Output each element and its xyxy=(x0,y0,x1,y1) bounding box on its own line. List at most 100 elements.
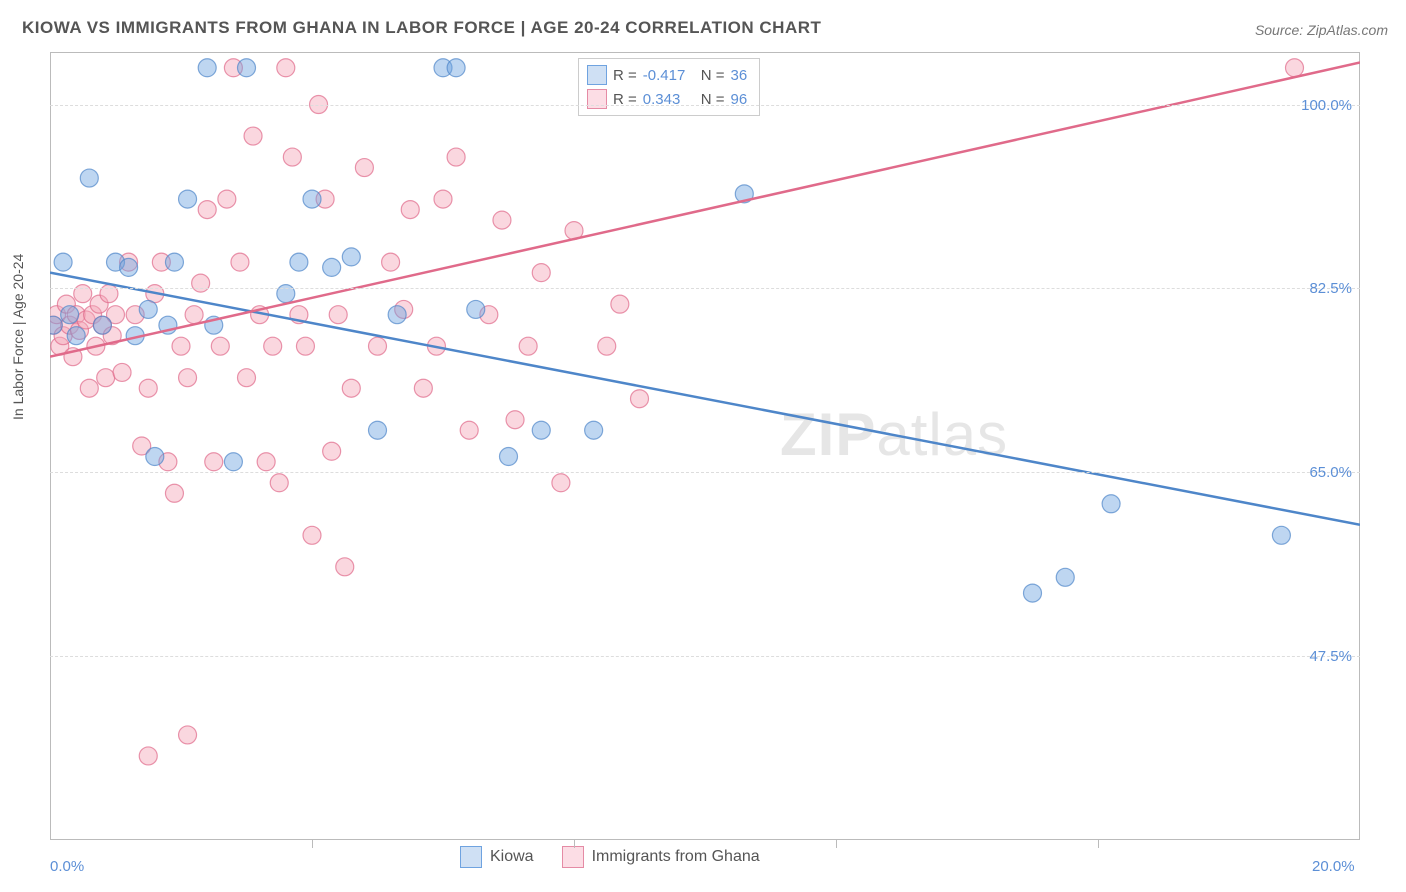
series-legend-label: Immigrants from Ghana xyxy=(592,848,760,866)
source-attribution: Source: ZipAtlas.com xyxy=(1255,22,1388,38)
chart-container: KIOWA VS IMMIGRANTS FROM GHANA IN LABOR … xyxy=(0,0,1406,892)
data-point xyxy=(192,274,210,292)
gridline xyxy=(50,105,1360,106)
data-point xyxy=(80,379,98,397)
data-point xyxy=(611,295,629,313)
data-point xyxy=(303,526,321,544)
data-point xyxy=(631,390,649,408)
y-tick-label: 47.5% xyxy=(1309,648,1352,665)
data-point xyxy=(172,337,190,355)
data-point xyxy=(211,337,229,355)
data-point xyxy=(401,201,419,219)
data-point xyxy=(205,453,223,471)
x-tick-mark xyxy=(574,840,575,848)
data-point xyxy=(382,253,400,271)
x-tick-mark xyxy=(1098,840,1099,848)
data-point xyxy=(198,201,216,219)
data-point xyxy=(100,285,118,303)
data-point xyxy=(277,59,295,77)
data-point xyxy=(1272,526,1290,544)
data-point xyxy=(598,337,616,355)
data-point xyxy=(460,421,478,439)
series-legend: Kiowa Immigrants from Ghana xyxy=(460,846,760,868)
data-point xyxy=(585,421,603,439)
data-point xyxy=(74,285,92,303)
series-legend-item: Immigrants from Ghana xyxy=(562,846,760,868)
gridline xyxy=(50,288,1360,289)
correlation-legend: R = -0.417 N = 36 R = 0.343 N = 96 xyxy=(578,58,760,116)
legend-n-label: N = xyxy=(701,67,725,84)
data-point xyxy=(447,59,465,77)
x-tick-mark xyxy=(312,840,313,848)
data-point xyxy=(244,127,262,145)
series-legend-item: Kiowa xyxy=(460,846,534,868)
data-point xyxy=(238,369,256,387)
x-tick-label: 0.0% xyxy=(50,858,84,875)
chart-title: KIOWA VS IMMIGRANTS FROM GHANA IN LABOR … xyxy=(22,18,821,38)
data-point xyxy=(165,484,183,502)
data-point xyxy=(532,264,550,282)
x-tick-mark xyxy=(836,840,837,848)
legend-swatch xyxy=(562,846,584,868)
data-point xyxy=(139,747,157,765)
data-point xyxy=(296,337,314,355)
data-point xyxy=(1056,568,1074,586)
data-point xyxy=(519,337,537,355)
data-point xyxy=(257,453,275,471)
data-point xyxy=(97,369,115,387)
scatter-plot-svg xyxy=(50,52,1360,840)
data-point xyxy=(323,442,341,460)
data-point xyxy=(264,337,282,355)
data-point xyxy=(231,253,249,271)
data-point xyxy=(80,169,98,187)
data-point xyxy=(93,316,111,334)
data-point xyxy=(532,421,550,439)
legend-swatch xyxy=(587,89,607,109)
data-point xyxy=(165,253,183,271)
data-point xyxy=(179,726,197,744)
data-point xyxy=(336,558,354,576)
data-point xyxy=(61,306,79,324)
data-point xyxy=(139,379,157,397)
data-point xyxy=(1102,495,1120,513)
data-point xyxy=(303,190,321,208)
data-point xyxy=(277,285,295,303)
data-point xyxy=(179,369,197,387)
data-point xyxy=(342,248,360,266)
data-point xyxy=(414,379,432,397)
data-point xyxy=(552,474,570,492)
data-point xyxy=(113,363,131,381)
data-point xyxy=(50,316,62,334)
data-point xyxy=(447,148,465,166)
data-point xyxy=(185,306,203,324)
legend-n-value: 36 xyxy=(731,67,748,84)
data-point xyxy=(290,253,308,271)
data-point xyxy=(283,148,301,166)
data-point xyxy=(120,258,138,276)
data-point xyxy=(323,258,341,276)
legend-r-label: R = xyxy=(613,67,637,84)
legend-row: R = 0.343 N = 96 xyxy=(587,87,747,111)
data-point xyxy=(369,421,387,439)
x-tick-label: 20.0% xyxy=(1312,858,1355,875)
data-point xyxy=(467,300,485,318)
legend-swatch xyxy=(460,846,482,868)
y-tick-label: 65.0% xyxy=(1309,464,1352,481)
data-point xyxy=(54,253,72,271)
data-point xyxy=(179,190,197,208)
data-point xyxy=(500,448,518,466)
trend-line xyxy=(50,273,1360,525)
data-point xyxy=(238,59,256,77)
legend-swatch xyxy=(587,65,607,85)
data-point xyxy=(329,306,347,324)
data-point xyxy=(224,453,242,471)
data-point xyxy=(342,379,360,397)
data-point xyxy=(146,448,164,466)
data-point xyxy=(198,59,216,77)
data-point xyxy=(139,300,157,318)
series-legend-label: Kiowa xyxy=(490,848,534,866)
data-point xyxy=(355,159,373,177)
data-point xyxy=(1286,59,1304,77)
gridline xyxy=(50,472,1360,473)
y-tick-label: 82.5% xyxy=(1309,280,1352,297)
